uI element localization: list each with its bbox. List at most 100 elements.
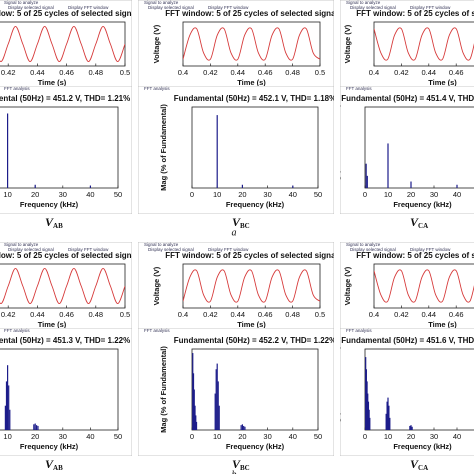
caption: VAB bbox=[45, 457, 63, 472]
harmonic-bar bbox=[366, 381, 368, 430]
x-tick-label: 0.46 bbox=[258, 310, 273, 319]
harmonic-bar bbox=[292, 185, 294, 188]
plot-content bbox=[4, 365, 39, 430]
caption-symbol: V bbox=[45, 457, 54, 471]
panel-header: FFT analysis bbox=[346, 86, 372, 91]
x-tick-label: 0.4 bbox=[178, 310, 188, 319]
x-tick-label: 0.42 bbox=[203, 68, 218, 77]
x-tick-label: 0.44 bbox=[421, 310, 436, 319]
caption: VAB bbox=[45, 215, 63, 230]
x-tick-label: 0.44 bbox=[30, 310, 45, 319]
harmonic-bar bbox=[195, 421, 198, 430]
x-tick-label: 50 bbox=[114, 190, 122, 199]
plot-area bbox=[0, 106, 119, 189]
panel-header: Signal to analyze bbox=[346, 242, 381, 247]
x-tick-label: 10 bbox=[3, 432, 11, 441]
signal-line bbox=[183, 27, 320, 61]
x-tick-label: 0.42 bbox=[1, 68, 16, 77]
harmonic-bar bbox=[89, 185, 91, 188]
part-label: b bbox=[232, 469, 237, 474]
signal-line bbox=[374, 27, 474, 61]
harmonic-bar bbox=[192, 353, 194, 430]
x-tick-label: 50 bbox=[314, 190, 322, 199]
panel: FFT analysis Fundamental (50Hz) = 451.2 V… bbox=[0, 86, 132, 214]
x-tick-label: 20 bbox=[31, 190, 39, 199]
x-tick-label: 0.5 bbox=[120, 310, 130, 319]
x-tick-label: 0.4 bbox=[178, 68, 188, 77]
plot-area bbox=[373, 21, 474, 67]
x-axis-label: Frequency (kHz) bbox=[20, 200, 79, 209]
x-tick-label: 50 bbox=[114, 432, 122, 441]
x-axis-label: Frequency (kHz) bbox=[20, 442, 79, 451]
chart-title: FFT window: 5 of 25 cycles of selected s… bbox=[356, 9, 474, 18]
harmonic-bar bbox=[365, 163, 367, 188]
harmonic-bar bbox=[193, 389, 195, 430]
x-axis-label: Frequency (kHz) bbox=[226, 442, 285, 451]
x-tick-label: 0.42 bbox=[203, 310, 218, 319]
harmonic-bar bbox=[241, 424, 243, 430]
x-axis-label: Time (s) bbox=[428, 320, 457, 329]
x-tick-label: 0.44 bbox=[30, 68, 45, 77]
harmonic-bar bbox=[4, 405, 6, 430]
harmonic-bar bbox=[7, 113, 9, 188]
harmonic-bar bbox=[367, 401, 370, 430]
x-tick-label: 0 bbox=[363, 190, 367, 199]
x-tick-label: 30 bbox=[430, 432, 438, 441]
harmonic-bar bbox=[389, 417, 391, 430]
x-tick-label: 10 bbox=[213, 190, 221, 199]
x-tick-label: 40 bbox=[453, 190, 461, 199]
panel: FFT analysis Fundamental (50Hz) = 452.1 V… bbox=[138, 86, 334, 214]
panel: FFT analysis Fundamental (50Hz) = 451.6 V… bbox=[332, 328, 474, 456]
panel-header: Display selected signal bbox=[350, 247, 396, 252]
harmonic-bar bbox=[365, 357, 367, 430]
y-axis-label: Voltage (V) bbox=[152, 266, 161, 305]
y-axis-label: Voltage (V) bbox=[152, 24, 161, 63]
signal-line bbox=[0, 267, 125, 305]
harmonic-bar bbox=[7, 365, 9, 430]
panel-header: Display selected signal bbox=[8, 247, 54, 252]
panel-header: FFT analysis bbox=[4, 328, 30, 333]
chart-title: Fundamental (50Hz) = 451.2 V, THD= 1.21% bbox=[0, 94, 130, 103]
panel-header: Signal to analyze bbox=[144, 0, 179, 5]
plot-content bbox=[374, 269, 474, 303]
x-tick-label: 20 bbox=[238, 190, 246, 199]
caption: VBC bbox=[232, 457, 250, 472]
x-tick-label: 10 bbox=[384, 432, 392, 441]
chart-title: Fundamental (50Hz) = 452.2 V, THD= 1.22% bbox=[174, 336, 336, 345]
x-tick-label: 0.44 bbox=[421, 68, 436, 77]
chart-title: FFT window: 5 of 25 cycles of selected s… bbox=[0, 9, 138, 18]
harmonic-bar bbox=[244, 426, 246, 430]
x-tick-label: 0 bbox=[190, 190, 194, 199]
y-axis-label: Mag (% of Fundamental) bbox=[332, 346, 341, 433]
x-axis-label: Time (s) bbox=[38, 320, 67, 329]
x-tick-label: 0.44 bbox=[230, 68, 245, 77]
caption: VBC bbox=[232, 215, 250, 230]
x-tick-label: 30 bbox=[263, 432, 271, 441]
panel-header: Signal to analyze bbox=[4, 242, 39, 247]
signal-line bbox=[183, 269, 320, 303]
panel-header: FFT analysis bbox=[4, 86, 30, 91]
x-tick-label: 0.46 bbox=[449, 68, 464, 77]
x-axis-label: Frequency (kHz) bbox=[393, 200, 452, 209]
x-tick-label: 30 bbox=[263, 190, 271, 199]
plot-area bbox=[191, 348, 319, 431]
x-tick-label: 30 bbox=[59, 432, 67, 441]
x-tick-label: 0.5 bbox=[315, 68, 325, 77]
x-tick-label: 0.42 bbox=[1, 310, 16, 319]
caption-subscript: AB bbox=[53, 222, 63, 230]
harmonic-bar bbox=[411, 426, 413, 430]
x-tick-label: 40 bbox=[86, 190, 94, 199]
harmonic-bar bbox=[9, 409, 11, 430]
x-tick-label: 20 bbox=[31, 432, 39, 441]
x-axis-label: Time (s) bbox=[237, 320, 266, 329]
caption-subscript: BC bbox=[240, 222, 250, 230]
caption-symbol: V bbox=[232, 215, 241, 229]
panel-header: Display selected signal bbox=[350, 5, 396, 10]
x-axis-label: Frequency (kHz) bbox=[226, 200, 285, 209]
caption-symbol: V bbox=[410, 215, 419, 229]
